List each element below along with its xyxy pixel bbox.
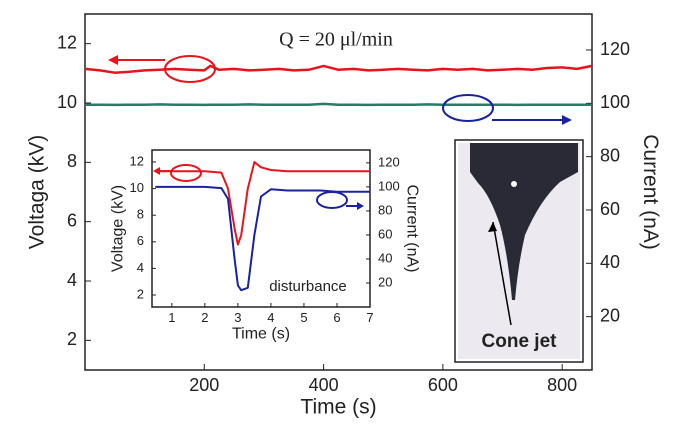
y2-axis-label: Current (nA) [639, 134, 662, 250]
x-tick-label: 600 [428, 375, 458, 395]
x-tick-label: 200 [189, 375, 219, 395]
x-tick-label: 400 [309, 375, 339, 395]
y-tick-label: 8 [137, 207, 144, 222]
x-tick-label: 2 [201, 310, 208, 325]
plot-frame [151, 149, 371, 308]
y2-tick-label: 80 [378, 202, 392, 217]
y2-tick-label: 40 [378, 250, 392, 265]
y-tick-label: 12 [57, 32, 77, 52]
y-tick-label: 10 [57, 92, 77, 112]
x-axis-label: Time (s) [300, 395, 376, 418]
y-tick-label: 6 [67, 210, 77, 230]
y-tick-label: 2 [67, 329, 77, 349]
x-tick-label: 6 [333, 310, 340, 325]
y2-tick-label: 100 [600, 92, 630, 112]
x-axis-label: Time (s) [232, 326, 290, 343]
y2-tick-label: 20 [378, 274, 392, 289]
series-line [155, 161, 370, 246]
y-tick-label: 10 [130, 180, 144, 195]
y-tick-label: 2 [137, 286, 144, 301]
y-tick-label: 4 [137, 260, 144, 275]
y-axis-label: Voltage (kV) [109, 185, 126, 272]
y-tick-label: 12 [130, 153, 144, 168]
y2-tick-label: 40 [600, 252, 620, 272]
y2-tick-label: 80 [600, 145, 620, 165]
x-tick-label: 3 [234, 310, 241, 325]
annotation: Q = 20 μl/min [279, 29, 393, 51]
annotation: disturbance [269, 278, 347, 295]
y2-tick-label: 60 [600, 199, 620, 219]
y-tick-label: 4 [67, 270, 77, 290]
series-line [85, 102, 592, 107]
series-line [84, 64, 593, 74]
y-tick-label: 6 [137, 233, 144, 248]
y2-tick-label: 60 [378, 226, 392, 241]
y2-tick-label: 100 [378, 178, 400, 193]
x-tick-label: 800 [547, 375, 577, 395]
x-tick-label: 1 [168, 310, 175, 325]
y-tick-label: 8 [67, 151, 77, 171]
x-tick-label: 7 [366, 310, 373, 325]
y2-tick-label: 120 [378, 154, 400, 169]
y2-tick-label: 20 [600, 305, 620, 325]
annotation: Cone jet [482, 331, 558, 352]
markers [108, 55, 572, 210]
y2-tick-label: 120 [600, 39, 630, 59]
y2-axis-label: Current (nA) [403, 184, 420, 272]
series-line [155, 185, 370, 292]
x-tick-label: 4 [267, 310, 274, 325]
x-tick-label: 5 [300, 310, 307, 325]
plot-frame [84, 13, 593, 371]
y-axis-label: Voltaga (kV) [26, 135, 49, 249]
photo [454, 139, 584, 363]
